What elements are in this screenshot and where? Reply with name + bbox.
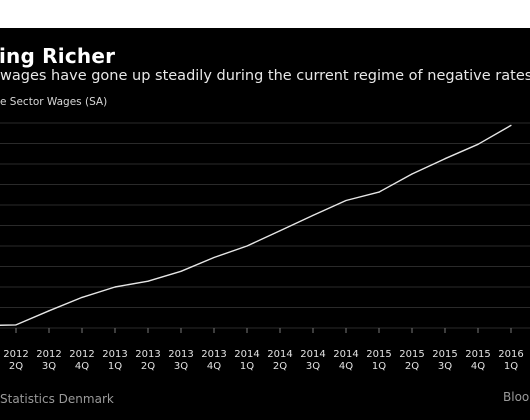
- x-tick-quarter: 2Q: [273, 361, 287, 372]
- gridlines: [0, 122, 530, 329]
- line-chart: 20122Q20123Q20124Q20131Q20132Q20133Q2013…: [0, 122, 530, 372]
- series-layer: [0, 124, 512, 326]
- x-tick-quarter: 3Q: [438, 361, 452, 372]
- data-point: [279, 230, 281, 232]
- data-point: [510, 124, 512, 127]
- x-tick-quarter: 4Q: [471, 361, 485, 372]
- x-tick-year: 2015: [399, 349, 424, 360]
- x-tick-year: 2014: [267, 349, 292, 360]
- x-tick-year: 2012: [36, 349, 61, 360]
- data-point: [213, 256, 215, 259]
- x-tick-year: 2014: [300, 349, 325, 360]
- x-tick-quarter: 4Q: [339, 361, 353, 372]
- data-point: [180, 270, 182, 272]
- x-tick-quarter: 4Q: [207, 361, 221, 372]
- x-tick-quarter: 3Q: [174, 361, 188, 372]
- x-tick-quarter: 1Q: [372, 361, 386, 372]
- data-point: [477, 143, 479, 145]
- x-tick-quarter: 3Q: [42, 361, 56, 372]
- x-tick-year: 2014: [333, 349, 358, 360]
- x-tick-year: 2015: [366, 349, 391, 360]
- x-tick-year: 2012: [69, 349, 94, 360]
- x-tick-quarter: 1Q: [240, 361, 254, 372]
- x-tick-year: 2013: [168, 349, 193, 360]
- data-point: [378, 191, 380, 193]
- data-point: [147, 280, 149, 282]
- x-tick-year: 2013: [102, 349, 127, 360]
- data-point: [114, 286, 116, 288]
- x-tick-quarter: 3Q: [306, 361, 320, 372]
- source-note: Statistics Denmark: [0, 392, 114, 406]
- data-point: [444, 158, 446, 160]
- x-tick-year: 2015: [465, 349, 490, 360]
- x-tick-year: 2015: [432, 349, 457, 360]
- data-point: [246, 245, 248, 247]
- x-tick-quarter: 1Q: [108, 361, 122, 372]
- x-tick-year: 2014: [234, 349, 259, 360]
- x-tick-quarter: 2Q: [9, 361, 23, 372]
- x-axis-ticks: 20122Q20123Q20124Q20131Q20132Q20133Q2013…: [3, 328, 524, 372]
- data-point: [345, 199, 347, 202]
- x-tick-year: 2013: [201, 349, 226, 360]
- x-tick-year: 2013: [135, 349, 160, 360]
- chart-title: ing Richer: [0, 44, 116, 68]
- data-point: [312, 214, 314, 216]
- x-tick-quarter: 4Q: [75, 361, 89, 372]
- bloomberg-logo: Bloo: [503, 390, 530, 404]
- x-tick-year: 2012: [3, 349, 28, 360]
- data-point: [48, 310, 50, 312]
- data-point: [411, 173, 413, 175]
- legend-label: e Sector Wages (SA): [0, 96, 108, 108]
- data-point: [81, 296, 83, 298]
- x-tick-quarter: 1Q: [504, 361, 518, 372]
- x-tick-year: 2016: [498, 349, 523, 360]
- data-point: [15, 324, 17, 326]
- chart-subtitle: wages have gone up steadily during the c…: [0, 68, 530, 84]
- chart-panel: ing Richer wages have gone up steadily d…: [0, 28, 530, 420]
- x-tick-quarter: 2Q: [405, 361, 419, 372]
- x-tick-quarter: 2Q: [141, 361, 155, 372]
